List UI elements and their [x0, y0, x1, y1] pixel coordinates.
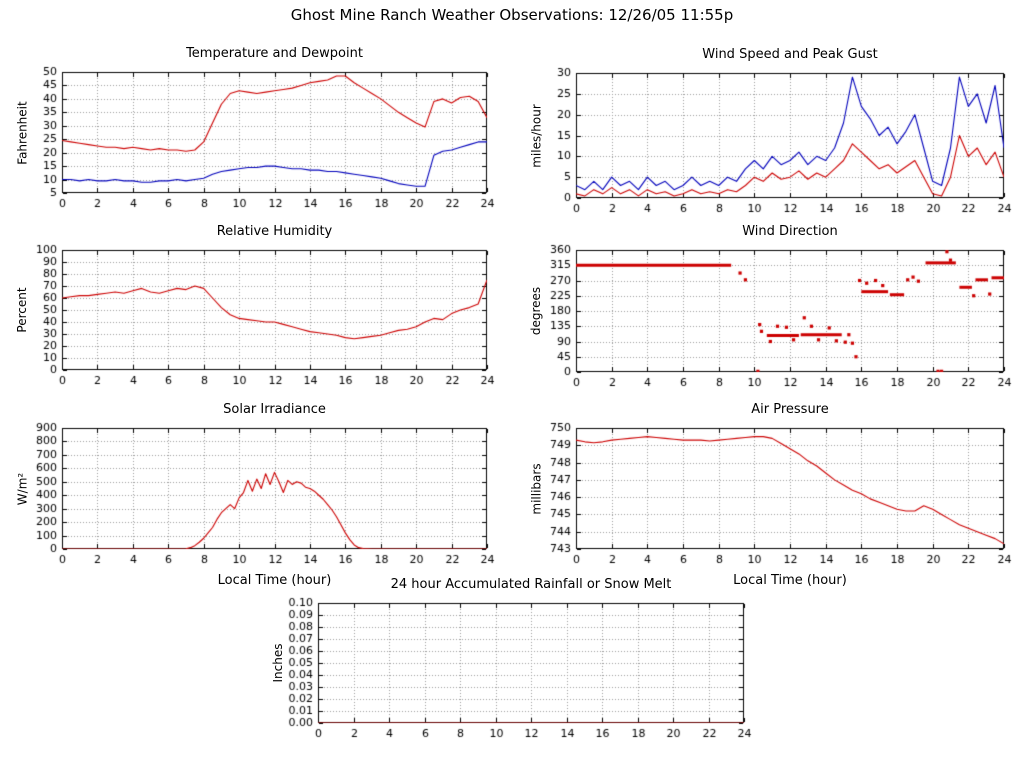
solar-irradiance-chart: Solar Irradiance W/m² Local Time (hour) — [12, 402, 503, 588]
y-axis-label: miles/hour — [529, 103, 543, 168]
plot-canvas — [12, 242, 503, 396]
y-axis-label: W/m² — [15, 472, 29, 505]
x-axis-label: Local Time (hour) — [217, 573, 332, 588]
chart-title: Air Pressure — [751, 402, 829, 417]
chart-title: Wind Speed and Peak Gust — [702, 47, 878, 62]
relative-humidity-chart: Relative Humidity Percent — [12, 224, 503, 396]
y-axis-label: degrees — [529, 286, 543, 336]
plot-canvas — [526, 420, 1020, 575]
chart-title: 24 hour Accumulated Rainfall or Snow Mel… — [390, 577, 672, 592]
wind-speed-gust-chart: Wind Speed and Peak Gust miles/hour — [526, 47, 1020, 224]
temperature-dewpoint-chart: Temperature and Dewpoint Fahrenheit — [12, 46, 503, 219]
plot-canvas — [268, 595, 760, 749]
plot-canvas — [12, 420, 503, 575]
air-pressure-chart: Air Pressure millibars Local Time (hour) — [526, 402, 1020, 588]
y-axis-label: Fahrenheit — [15, 100, 29, 165]
chart-title: Solar Irradiance — [223, 402, 326, 417]
page-title: Ghost Mine Ranch Weather Observations: 1… — [290, 6, 734, 24]
y-axis-label: millibars — [529, 462, 543, 515]
accumulated-rainfall-chart: 24 hour Accumulated Rainfall or Snow Mel… — [268, 577, 760, 749]
chart-title: Temperature and Dewpoint — [186, 46, 363, 61]
chart-title: Wind Direction — [742, 224, 838, 239]
x-axis-label: Local Time (hour) — [733, 573, 847, 588]
y-axis-label: Percent — [15, 287, 29, 333]
wind-direction-chart: Wind Direction degrees — [526, 224, 1020, 398]
chart-title: Relative Humidity — [216, 224, 333, 239]
y-axis-label: Inches — [271, 643, 285, 683]
plot-canvas — [526, 242, 1020, 398]
plot-canvas — [12, 64, 503, 219]
plot-canvas — [526, 65, 1020, 224]
